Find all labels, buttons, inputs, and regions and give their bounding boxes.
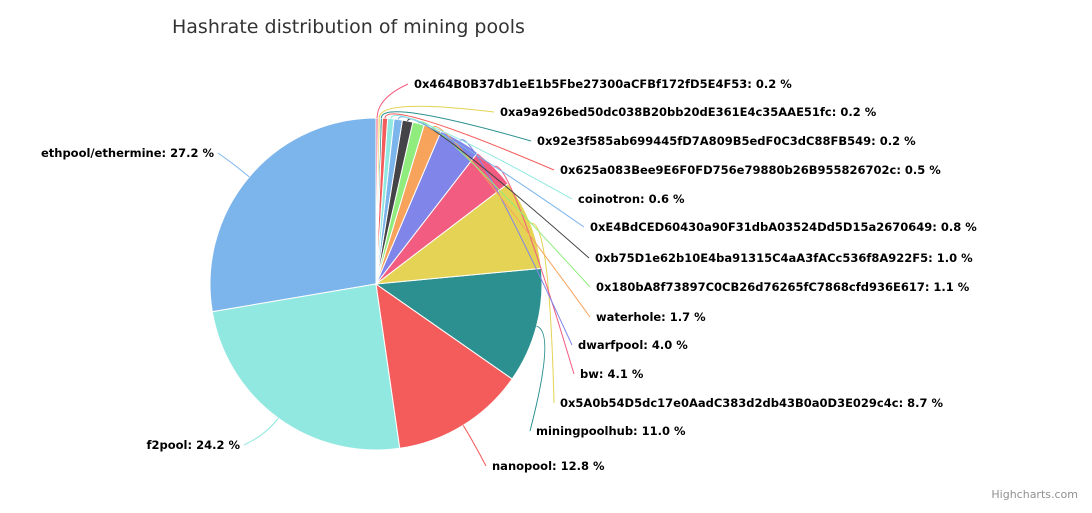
- data-label-0x5a0b54d5dc17e0aadc383d2db43b0a0d3e029c4c: 0x5A0b54D5dc17e0AadC383d2db43B0a0D3E029c…: [560, 396, 944, 410]
- connector-0x180ba8f73897c0cb26d76265fc7868cfd936e617: [418, 121, 591, 288]
- connector-nanopool: [462, 425, 487, 467]
- data-label-coinotron: coinotron: 0.6 %: [578, 192, 685, 206]
- data-label-ethpool-ethermine: ethpool/ethermine: 27.2 %: [41, 146, 215, 160]
- highcharts-credits[interactable]: Highcharts.com: [991, 488, 1078, 501]
- connector-miningpoolhub: [529, 325, 546, 432]
- connector-bw: [493, 165, 575, 375]
- data-label-dwarfpool: dwarfpool: 4.0 %: [578, 338, 688, 352]
- data-label-0x464b0b37db1ee1b5fbe27300acfbf172fd5e4f53: 0x464B0B37db1eE1b5Fbe27300aCFBf172fD5E4F…: [414, 77, 792, 91]
- slice-miningpoolhub[interactable]: [374, 267, 543, 380]
- slice-nanopool[interactable]: [375, 282, 513, 449]
- connector-ethpool-ethermine: [217, 152, 250, 178]
- label-connectors: [217, 83, 591, 467]
- data-label-0xb75d1e62b10e4ba91315c4aa3facc536f8a922f5: 0xb75D1e62b10E4ba91315C4aA3fACc536f8A922…: [595, 251, 973, 265]
- data-label-0x180ba8f73897c0cb26d76265fc7868cfd936e617: 0x180bA8f73897C0CB26d76265fC7868cfd936E6…: [596, 280, 970, 294]
- connector-0xa9a926bed50dc038b20bb20de361e4c35aae51fc: [378, 105, 495, 119]
- data-label-miningpoolhub: miningpoolhub: 11.0 %: [536, 424, 686, 438]
- pie-slices: [209, 117, 543, 451]
- data-label-0xe4bdced60430a90f31dba03524dd5d15a2670649: 0xE4BdCED60430a90F31dbA03524Dd5D15a26706…: [590, 220, 977, 234]
- connector-0x464b0b37db1ee1b5fbe27300acfbf172fd5e4f53: [376, 83, 409, 119]
- data-label-0xa9a926bed50dc038b20bb20de361e4c35aae51fc: 0xa9a926bed50dc038B20bb20dE361E4c35AAE51…: [500, 105, 877, 119]
- connector-f2pool: [243, 417, 279, 446]
- connector-coinotron: [390, 115, 573, 200]
- slice-f2pool[interactable]: [211, 283, 401, 451]
- data-label-f2pool: f2pool: 24.2 %: [147, 438, 241, 452]
- data-label-bw: bw: 4.1 %: [580, 367, 644, 381]
- connector-0x625a083bee9e6f0fd756e79880b26b955826702c: [384, 113, 555, 171]
- connector-0x92e3f585ab699445fd7a809b5edf0c3dc88fb549: [380, 111, 532, 142]
- connector-0x5a0b54d5dc17e0aadc383d2db43b0a0d3e029c4c: [530, 222, 555, 404]
- data-label-nanopool: nanopool: 12.8 %: [492, 459, 605, 473]
- slice-ethpool-ethermine[interactable]: [209, 117, 377, 313]
- chart-title: Hashrate distribution of mining pools: [172, 16, 525, 38]
- data-label-0x625a083bee9e6f0fd756e79880b26b955826702c: 0x625a083Bee9E6F0FD756e79880b26B95582670…: [560, 163, 941, 177]
- data-label-waterhole: waterhole: 1.7 %: [596, 310, 706, 324]
- data-labels: ethpool/ethermine: 27.2 % f2pool: 24.2 % n…: [41, 77, 977, 473]
- slice-0x464b0b37db1ee1b5fbe27300acfbf172fd5e4f53[interactable]: [375, 117, 379, 285]
- connector-0xe4bdced60430a90f31dba03524dd5d15a2670649: [397, 116, 585, 228]
- data-label-0x92e3f585ab699445fd7a809b5edf0c3dc88fb549: 0x92e3f585ab699445fD7A809B5edF0C3dC88FB5…: [537, 134, 916, 148]
